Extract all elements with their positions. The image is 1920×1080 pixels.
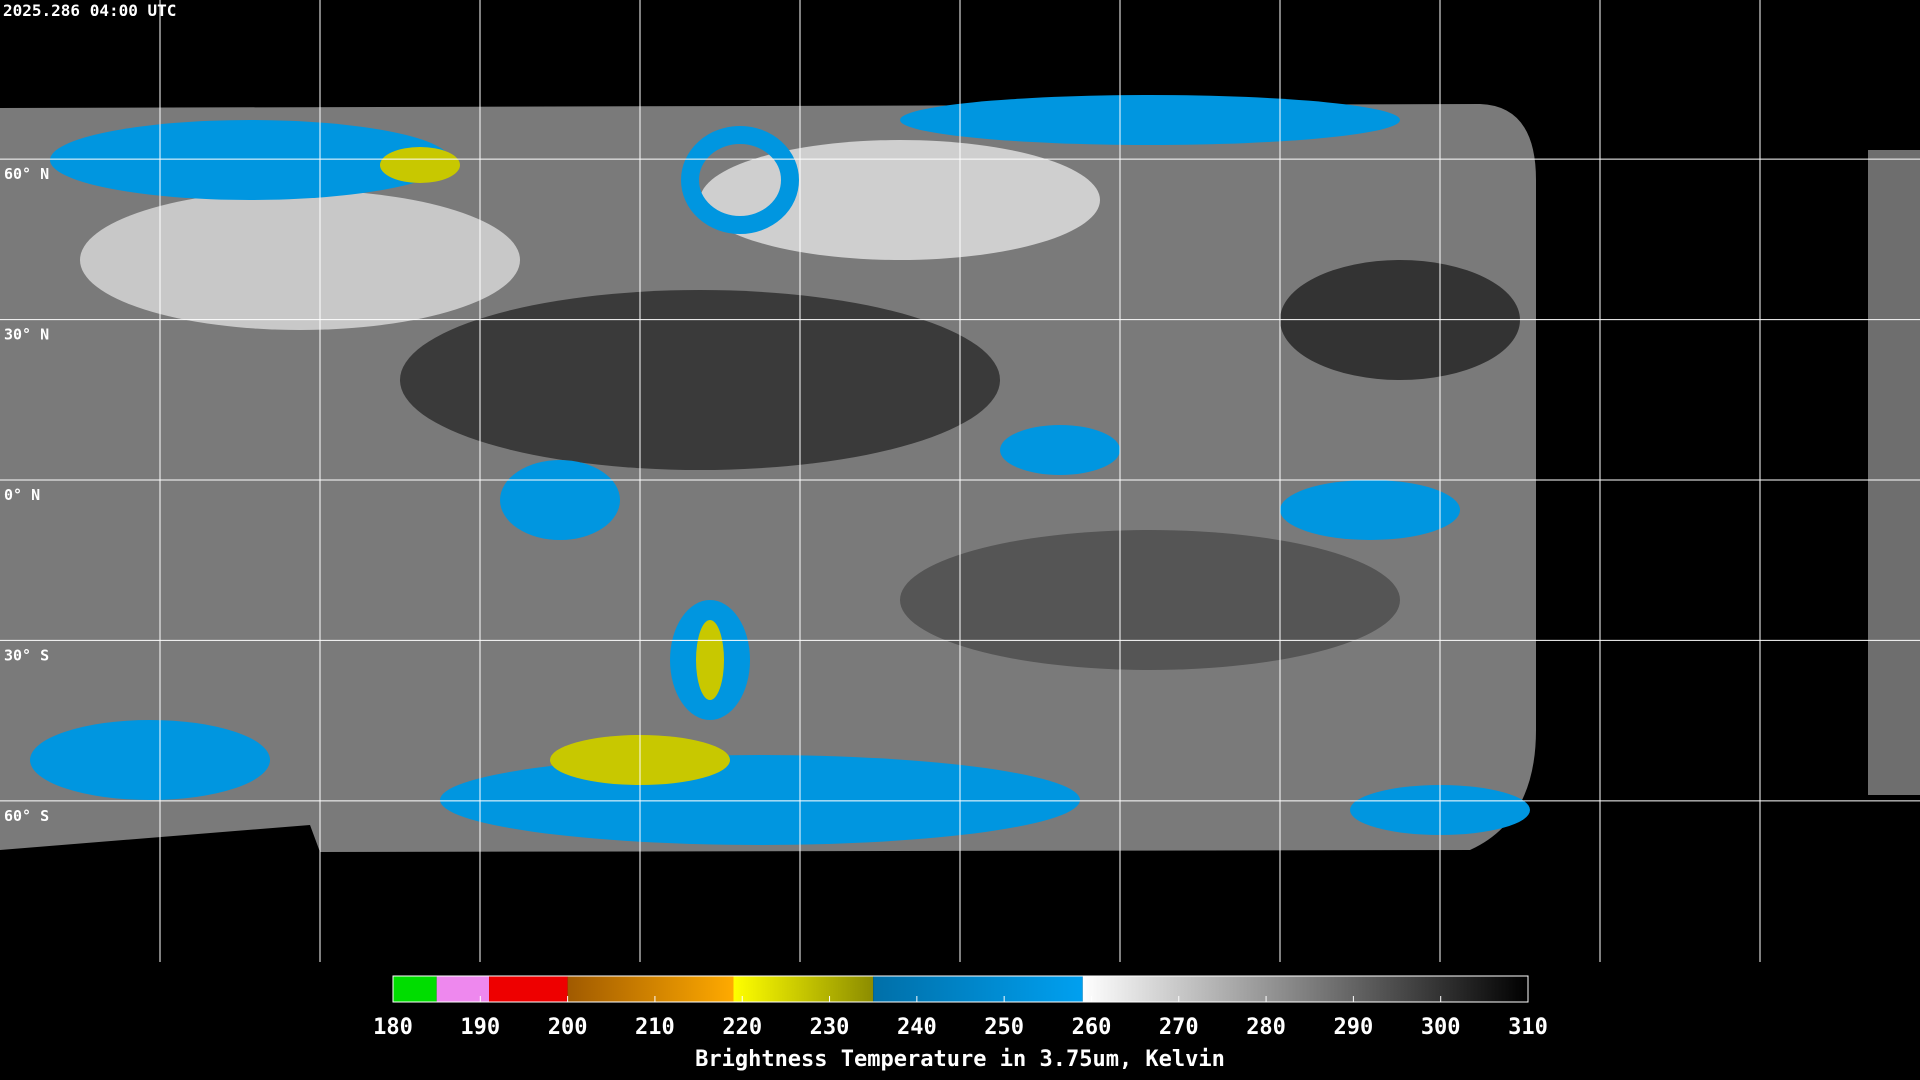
colorbar-tick-label: 260 (1072, 1015, 1112, 1040)
colorbar-segment (733, 976, 874, 1002)
graticule (0, 0, 1920, 962)
colorbar-tick-label: 240 (897, 1015, 937, 1040)
dry-region (400, 290, 1000, 470)
colorbar-tick-label: 210 (635, 1015, 675, 1040)
cold-cloud (440, 755, 1080, 845)
colorbar-segment (1082, 976, 1528, 1002)
cold-cloud (1280, 480, 1460, 540)
latitude-label: 60° N (4, 165, 49, 183)
colorbar-tick-label: 190 (460, 1015, 500, 1040)
colorbar-tick-label: 250 (984, 1015, 1024, 1040)
colorbar-tick-label: 230 (810, 1015, 850, 1040)
cold-cloud (30, 720, 270, 800)
colorbar-segment (489, 976, 568, 1002)
latitude-label: 30° S (4, 646, 49, 664)
colorbar-segment (393, 976, 437, 1002)
colorbar-segment (436, 976, 490, 1002)
colorbar-segment (567, 976, 734, 1002)
latitude-label: 60° S (4, 807, 49, 825)
cold-cloud (681, 126, 799, 234)
timestamp: 2025.286 04:00 UTC (3, 1, 176, 20)
colorbar-tick-label: 300 (1421, 1015, 1461, 1040)
very-cold-cloud (696, 620, 724, 700)
latitude-label: 0° N (4, 486, 40, 504)
colorbar-tick-label: 310 (1508, 1015, 1548, 1040)
colorbar-segment (873, 976, 1083, 1002)
cold-cloud (500, 460, 620, 540)
cloud (700, 140, 1100, 260)
colorbar-tick-label: 290 (1334, 1015, 1374, 1040)
very-cold-cloud (380, 147, 460, 183)
latitude-label: 30° N (4, 326, 49, 344)
colorbar-tick-label: 270 (1159, 1015, 1199, 1040)
cold-cloud (50, 120, 450, 200)
colorbar-tick-label: 220 (722, 1015, 762, 1040)
image-swath (1868, 150, 1920, 795)
cloud (80, 190, 520, 330)
cold-cloud (1000, 425, 1120, 475)
dry-region (900, 530, 1400, 670)
cold-cloud (900, 95, 1400, 145)
colorbar-title: Brightness Temperature in 3.75um, Kelvin (695, 1047, 1225, 1072)
colorbar-tick-label: 200 (548, 1015, 588, 1040)
colorbar-frame (392, 975, 1529, 1003)
colorbar-tick-label: 280 (1246, 1015, 1286, 1040)
colorbar-tick-label: 180 (373, 1015, 413, 1040)
